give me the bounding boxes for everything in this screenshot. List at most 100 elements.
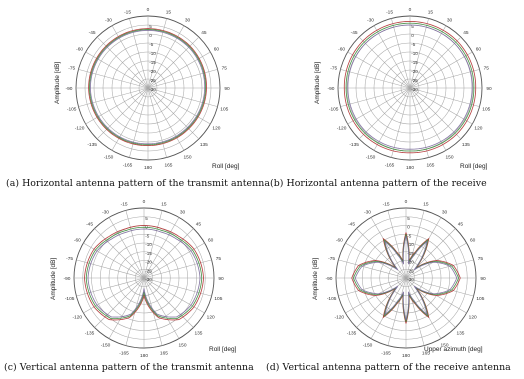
radial-tick-label: -10 <box>145 242 152 247</box>
grid-spoke <box>147 87 185 151</box>
grid-spoke <box>391 18 411 89</box>
angle-tick-label: 60 <box>208 238 214 244</box>
angle-tick-label: 15 <box>161 202 167 208</box>
angle-tick-label: 45 <box>463 30 469 36</box>
radial-tick-label: 0 <box>149 33 152 38</box>
radial-tick-label: 5 <box>411 24 414 29</box>
grid-spoke <box>85 87 149 125</box>
grid-spoke <box>143 277 205 314</box>
radial-tick-label: -10 <box>149 51 156 56</box>
radial-tick-label: -15 <box>145 251 152 256</box>
angle-tick-label: -135 <box>87 142 97 148</box>
radial-tick-label: -25 <box>411 78 418 83</box>
angle-tick-label: 150 <box>183 154 191 160</box>
grid-spoke <box>347 51 411 89</box>
angle-tick-label: -135 <box>347 330 357 336</box>
grid-spoke <box>409 87 447 151</box>
angle-tick-label: 0 <box>409 7 412 13</box>
grid-spoke <box>143 210 163 279</box>
angle-tick-label: 120 <box>212 126 220 132</box>
radial-tick-label: -15 <box>411 60 418 65</box>
angle-tick-label: -120 <box>337 126 347 132</box>
radial-tick-label: 5 <box>145 216 148 221</box>
series-line-3 <box>87 228 201 318</box>
angle-tick-label: -75 <box>66 256 73 262</box>
polar-plot-b: 0153045607590105120135150165180-165-150-… <box>328 7 492 171</box>
radial-tick-label: -15 <box>407 251 414 256</box>
caption-c: (c) Vertical antenna pattern of the tran… <box>4 362 254 373</box>
angle-tick-label: -150 <box>366 154 376 160</box>
grid-spoke <box>358 36 411 89</box>
angle-tick-label: -90 <box>326 276 333 282</box>
radial-tick-label: -20 <box>145 260 152 265</box>
angle-tick-label: -120 <box>75 126 85 132</box>
grid-spoke <box>356 277 407 328</box>
grid-spoke <box>405 277 456 328</box>
angle-tick-label: -45 <box>89 30 96 36</box>
angle-tick-label: -135 <box>85 330 95 336</box>
angle-tick-label: 15 <box>166 10 172 16</box>
grid-spoke <box>347 87 411 125</box>
angle-tick-label: -150 <box>101 343 111 349</box>
angle-tick-label: 120 <box>207 315 215 321</box>
angle-tick-label: 45 <box>201 30 207 36</box>
angle-tick-label: 165 <box>426 162 434 168</box>
angle-tick-label: 60 <box>476 47 482 53</box>
radial-tick-label: -5 <box>145 233 150 238</box>
angle-tick-label: 120 <box>469 315 477 321</box>
chart-a: 0 15 30 45 60 75 90 105 120 135 150 165 180 -165 -150-… <box>0 0 262 195</box>
grid-spoke <box>108 217 145 279</box>
grid-spoke <box>143 217 180 279</box>
angle-tick-label: -105 <box>329 106 339 112</box>
grid-spoke <box>143 228 194 279</box>
angle-tick-label: 75 <box>222 66 228 72</box>
grid-spoke <box>147 87 218 107</box>
grid-spoke <box>147 18 167 89</box>
series-line-2 <box>85 226 203 319</box>
angle-tick-label: 180 <box>406 165 414 171</box>
angle-tick-label: -15 <box>386 10 393 16</box>
grid-spoke <box>409 36 462 89</box>
angle-tick-label: 0 <box>143 199 146 205</box>
angle-tick-label: 30 <box>185 18 191 24</box>
grid-spoke <box>108 277 145 339</box>
grid-spoke <box>409 25 447 89</box>
angle-tick-label: 135 <box>194 330 202 336</box>
radial-tick-label: 0 <box>407 225 410 230</box>
angle-tick-label: -30 <box>105 18 112 24</box>
radial-tick-label: -20 <box>149 69 156 74</box>
grid-spoke <box>147 87 200 140</box>
angle-tick-label: 30 <box>442 209 448 215</box>
grid-spoke <box>387 277 407 346</box>
series-line-1 <box>351 232 461 324</box>
angle-tick-label: 90 <box>480 276 486 282</box>
angle-tick-label: -165 <box>381 350 391 356</box>
grid-spoke <box>409 87 480 107</box>
radial-tick-label: -25 <box>149 78 156 83</box>
angle-tick-label: 0 <box>405 199 408 205</box>
radial-tick-label: -5 <box>411 42 416 47</box>
angle-tick-label: -45 <box>348 222 355 228</box>
radial-tick-label: -10 <box>411 51 418 56</box>
polar-plot-a: 0153045607590105120135150165180-165-150-… <box>66 7 230 171</box>
angle-tick-label: 75 <box>216 256 222 262</box>
grid-spoke <box>111 25 149 89</box>
grid-spoke <box>370 277 407 339</box>
chart-b: 0 15 30 45 60 75 90 105 120 135 150 165 180 -165 -150-… <box>262 0 524 195</box>
grid-spoke <box>147 87 211 125</box>
radial-tick-label: -20 <box>407 260 414 265</box>
grid-spoke <box>143 277 180 339</box>
x-axis-label: Roll [deg] <box>209 346 237 353</box>
series-line-2 <box>89 29 207 146</box>
grid-spoke <box>94 228 145 279</box>
grid-spoke <box>78 69 149 89</box>
angle-tick-label: 60 <box>214 47 220 53</box>
grid-spoke <box>129 87 149 158</box>
angle-tick-label: -165 <box>119 350 129 356</box>
grid-spoke <box>409 87 462 140</box>
angle-tick-label: 30 <box>447 18 453 24</box>
grid-spoke <box>143 242 205 279</box>
angle-tick-label: -75 <box>68 66 75 72</box>
angle-tick-label: 90 <box>218 276 224 282</box>
radial-tick-label: -20 <box>411 69 418 74</box>
